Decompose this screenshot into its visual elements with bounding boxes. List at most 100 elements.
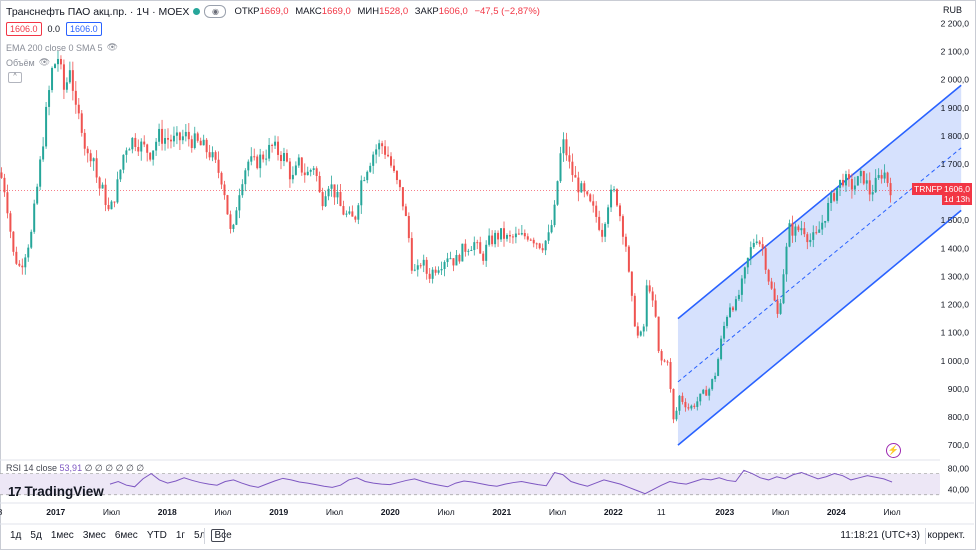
candle-body — [479, 242, 482, 254]
candle-body — [731, 307, 734, 311]
candle-body — [65, 82, 68, 90]
candle-body — [794, 226, 797, 236]
currency-label[interactable]: RUB — [943, 5, 963, 15]
candle-body — [381, 143, 384, 147]
ohlc-values: ОТКР1669,0 МАКС1669,0 МИН1528,0 ЗАКР1606… — [234, 6, 544, 17]
y-axis-label: 1 200,0 — [941, 300, 970, 310]
candle-body — [306, 171, 309, 176]
candle-body — [36, 186, 39, 204]
candle-body — [494, 232, 497, 245]
candle-body — [728, 307, 731, 318]
adjust-button[interactable]: коррект. — [927, 530, 965, 541]
rsi-legend[interactable]: RSI 14 close 53,91 ∅ ∅ ∅ ∅ ∅ ∅ — [6, 463, 144, 474]
candle-body — [464, 243, 467, 252]
candle-body — [434, 269, 437, 273]
candle-body — [500, 228, 503, 240]
candle-body — [348, 211, 351, 214]
timeframe-3m[interactable]: 3мес — [82, 530, 106, 541]
clock-display[interactable]: 11:18:21 (UTC+3) — [840, 530, 920, 541]
collapse-legend-icon[interactable]: ^ — [8, 72, 22, 83]
calendar-icon[interactable] — [211, 529, 225, 542]
x-axis-label: 2021 — [492, 507, 511, 517]
candle-body — [321, 192, 324, 207]
candle-body — [618, 205, 621, 217]
candle-body — [726, 317, 729, 326]
x-axis-label: 2023 — [715, 507, 734, 517]
candle-body — [675, 410, 678, 420]
visibility-toggle-icon[interactable]: ◉ — [204, 5, 227, 18]
open-value: 1669,0 — [259, 6, 289, 17]
high-value: 1669,0 — [321, 6, 351, 17]
eye-hidden-icon[interactable]: 👁 — [106, 42, 118, 52]
candle-body — [562, 139, 565, 154]
candle-body — [39, 159, 42, 187]
candle-body — [80, 113, 83, 133]
candle-body — [125, 150, 128, 155]
candle-body — [155, 141, 158, 151]
candle-body — [604, 223, 607, 237]
candle-body — [378, 143, 381, 150]
buy-button[interactable]: 1606.0 — [66, 22, 102, 36]
candle-body — [271, 144, 274, 146]
candle-body — [764, 248, 767, 270]
candle-body — [95, 158, 98, 178]
candle-body — [0, 172, 3, 178]
candle-body — [785, 246, 788, 275]
candle-body — [520, 233, 523, 235]
candle-body — [425, 259, 428, 274]
sell-button[interactable]: 1606.0 — [6, 22, 42, 36]
timeframe-1y[interactable]: 1г — [175, 530, 186, 541]
candle-body — [749, 247, 752, 258]
candle-body — [149, 152, 152, 160]
candle-body — [672, 388, 675, 420]
candle-body — [259, 154, 262, 169]
high-label: МАКС — [295, 6, 322, 17]
timeframe-6m[interactable]: 6мес — [114, 530, 138, 541]
candle-body — [431, 269, 434, 279]
candle-body — [443, 262, 446, 270]
x-axis-label: Июл — [214, 507, 231, 517]
close-value: 1606,0 — [438, 6, 468, 17]
candle-body — [223, 184, 226, 196]
channel-median-line — [677, 147, 962, 383]
candle-body — [229, 214, 232, 229]
eye-hidden-icon[interactable]: 👁 — [38, 57, 51, 67]
ema-indicator-legend[interactable]: EMA 200 close 0 SMA 5 👁 — [6, 42, 118, 53]
timeframe-1d[interactable]: 1д — [10, 530, 22, 541]
timeframe-ytd[interactable]: YTD — [146, 530, 167, 541]
change-value: −47,5 (−2,87%) — [474, 6, 540, 17]
candle-body — [390, 156, 393, 166]
candle-body — [681, 395, 684, 402]
volume-indicator-legend[interactable]: Объём 👁 — [6, 57, 50, 68]
candle-body — [232, 224, 235, 229]
candle-body — [86, 148, 89, 154]
candle-body — [815, 232, 818, 234]
candle-body — [181, 136, 184, 141]
candle-body — [282, 153, 285, 162]
timeframe-1m[interactable]: 1мес — [50, 530, 74, 541]
y-axis-label: 1 100,0 — [941, 328, 970, 338]
tradingview-logo[interactable]: 17 TradingView — [8, 484, 104, 499]
candle-body — [184, 131, 187, 137]
timeframe-5d[interactable]: 5д — [30, 530, 42, 541]
candle-body — [407, 215, 410, 239]
candle-body — [83, 132, 86, 149]
candle-body — [666, 361, 669, 363]
candle-body — [833, 193, 836, 201]
candle-body — [143, 141, 146, 145]
candle-body — [74, 90, 77, 105]
y-axis-label: 2 200,0 — [941, 18, 970, 28]
candle-body — [571, 161, 574, 176]
candle-body — [167, 138, 170, 140]
candle-body — [844, 174, 847, 186]
lightning-icon[interactable]: ⚡ — [886, 443, 901, 458]
timeframe-all[interactable]: Все — [214, 530, 232, 541]
candle-body — [327, 188, 330, 197]
y-axis-label: 2 000,0 — [941, 75, 970, 85]
symbol-title[interactable]: Транснефть ПАО акц.пр. · 1Ч · MOEX — [6, 5, 190, 18]
timeframe-5y[interactable]: 5л — [194, 530, 206, 541]
candle-body — [853, 185, 856, 190]
candle-body — [595, 205, 598, 217]
candle-body — [193, 133, 196, 148]
